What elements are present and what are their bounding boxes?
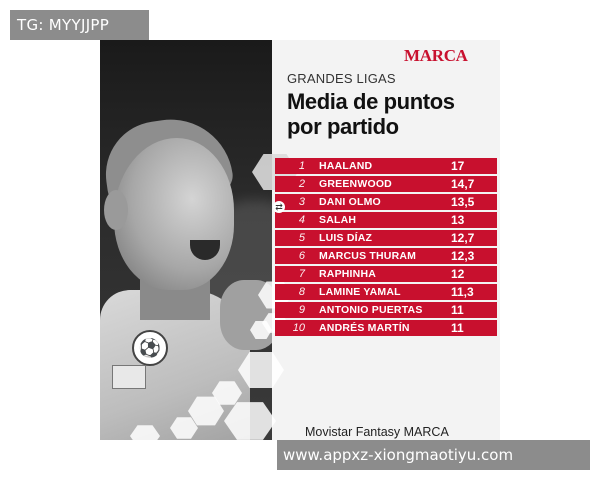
player-name: LAMINE YAMAL <box>319 286 401 298</box>
ranking-row: 9 ANTONIO PUERTAS 11 <box>275 302 497 318</box>
ranking-row: 6 MARCUS THURAM 12,3 <box>275 248 497 264</box>
hexagon-decoration-icon <box>212 381 242 405</box>
rank-number: 1 <box>298 160 305 172</box>
ranking-row: 4 SALAH 13 <box>275 212 497 228</box>
player-name: GREENWOOD <box>319 178 392 190</box>
title-line-1: Media de puntos <box>287 89 455 114</box>
ranking-row: 8 LAMINE YAMAL 11,3 <box>275 284 497 300</box>
player-name: HAALAND <box>319 160 373 172</box>
rank-number: 5 <box>298 232 305 244</box>
sleeve-patch-icon <box>112 365 146 389</box>
ranking-row: 5 LUIS DÍAZ 12,7 <box>275 230 497 246</box>
player-name: LUIS DÍAZ <box>319 232 373 244</box>
player-name: SALAH <box>319 214 357 226</box>
points-value: 12,7 <box>451 231 475 245</box>
points-value: 11,3 <box>451 285 474 299</box>
infographic-card: ⚽ MARCA GRANDES LIGAS Media de puntos po… <box>100 40 500 440</box>
hexagon-decoration-icon <box>250 321 272 339</box>
hexagon-decoration-icon <box>130 425 160 440</box>
rank-number: 2 <box>298 178 305 190</box>
points-value: 12,3 <box>451 249 475 263</box>
subtitle: GRANDES LIGAS <box>287 71 396 86</box>
rank-number: 3 <box>298 196 305 208</box>
rank-number: 4 <box>298 214 305 226</box>
rank-number: 9 <box>298 304 305 316</box>
rank-number: 7 <box>298 268 305 280</box>
brand-logo: MARCA <box>404 46 468 65</box>
title-line-2: por partido <box>287 114 399 139</box>
footer-credit: Movistar Fantasy MARCA <box>305 425 449 439</box>
ranking-row: 1 HAALAND 17 <box>275 158 497 174</box>
points-value: 11 <box>451 303 464 317</box>
rank-number: 6 <box>298 250 305 262</box>
player-name: RAPHINHA <box>319 268 377 280</box>
points-value: 11 <box>451 321 464 335</box>
transfer-arrows-icon: ⇄ <box>273 201 285 213</box>
ranking-table: 1 HAALAND 17 2 GREENWOOD 14,7 3 DANI OLMO 13,5… <box>275 158 497 338</box>
points-value: 13 <box>451 213 465 227</box>
rank-number: 8 <box>298 286 305 298</box>
ranking-row: 2 GREENWOOD 14,7 <box>275 176 497 192</box>
player-name: ANTONIO PUERTAS <box>319 304 423 316</box>
page-title: Media de puntos por partido <box>287 89 455 139</box>
ranking-row: 3 DANI OLMO 13,5 <box>275 194 497 210</box>
player-name: ANDRÉS MARTÍN <box>319 322 410 334</box>
points-value: 13,5 <box>451 195 475 209</box>
points-value: 14,7 <box>451 177 475 191</box>
player-name: DANI OLMO <box>319 196 381 208</box>
player-name: MARCUS THURAM <box>319 250 417 262</box>
points-value: 17 <box>451 159 465 173</box>
points-value: 12 <box>451 267 465 281</box>
ranking-row: 10 ANDRÉS MARTÍN 11 <box>275 320 497 336</box>
football-badge-icon: ⚽ <box>132 330 168 366</box>
player-photo: ⚽ <box>100 40 272 440</box>
hexagon-decoration-icon <box>170 417 198 439</box>
watermark-bottom: www.appxz-xiongmaotiyu.com <box>277 440 590 470</box>
watermark-top: TG: MYYJJPP <box>10 10 149 40</box>
ranking-row: 7 RAPHINHA 12 <box>275 266 497 282</box>
player-head <box>114 138 234 290</box>
rank-number: 10 <box>292 322 305 334</box>
